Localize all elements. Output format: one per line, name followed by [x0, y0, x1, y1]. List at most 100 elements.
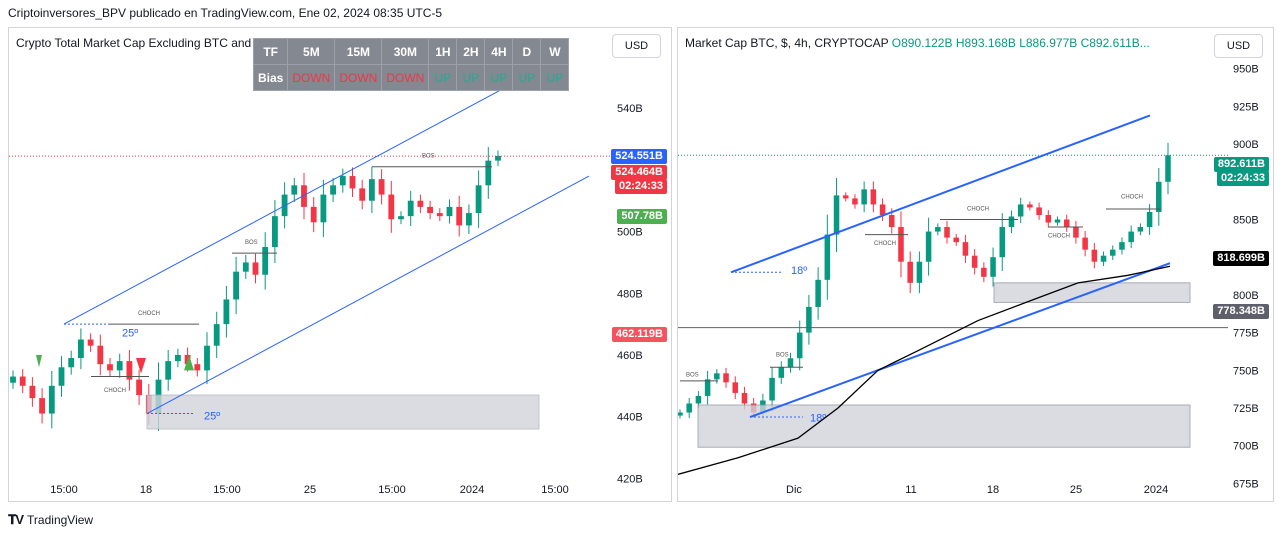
- right-bos-label-1: BOS: [686, 372, 699, 378]
- bias-value-3: UP: [428, 64, 458, 91]
- left-candle-body: [320, 194, 327, 223]
- left-candle-body: [485, 160, 492, 186]
- right-title-text: Market Cap BTC, $, 4h, CRYPTOCAP: [685, 36, 889, 50]
- right-candle-body: [971, 255, 978, 268]
- left-y-tick-3: 480B: [617, 288, 643, 300]
- bias-table: TF 5M 15M 30M 1H 2H 4H D W Bias DOWN DOWN DOWN UP UP U…: [252, 38, 570, 91]
- right-channel-upper: [730, 114, 1151, 274]
- right-candle-body: [1137, 227, 1144, 232]
- left-price-tag-low: 462.119B: [611, 327, 667, 342]
- left-choch-label-2: CHOCH: [138, 311, 160, 317]
- right-y-tick-5: 800B: [1233, 290, 1259, 302]
- left-x-tick-1: 18: [140, 484, 152, 496]
- right-angle-label-1: 18º: [791, 265, 807, 277]
- right-candle-body: [686, 403, 692, 413]
- right-candle-body: [778, 367, 785, 378]
- right-candle-body: [695, 395, 702, 404]
- left-candle-body: [68, 358, 75, 368]
- right-candle-body: [916, 261, 923, 283]
- right-choch-label-4: CHOCH: [1121, 194, 1143, 200]
- bias-value-5: UP: [484, 64, 514, 91]
- right-choch-label-1: CHOCH: [874, 241, 896, 247]
- right-candle-body: [1128, 231, 1134, 243]
- left-candle-body: [126, 361, 133, 380]
- left-candle-body: [301, 185, 307, 207]
- left-candle-body: [417, 200, 424, 207]
- right-candle-body: [852, 198, 858, 205]
- left-price-tag-support: 507.78B: [617, 209, 667, 224]
- right-candle-body: [704, 379, 711, 396]
- left-candle-body: [310, 206, 317, 223]
- left-choch-label-1: CHOCH: [104, 388, 126, 394]
- left-angle-label-1: 25º: [122, 327, 138, 339]
- right-candle-body: [1156, 181, 1162, 212]
- left-candle-body: [204, 345, 210, 371]
- left-bos-label-1: BOS: [245, 240, 258, 246]
- right-x-tick-3: 25: [1070, 484, 1082, 496]
- left-price-tag-last: 524.464B: [611, 165, 667, 180]
- left-candle-body: [242, 262, 249, 272]
- right-candle-body: [678, 412, 683, 416]
- left-candle-body: [39, 398, 46, 414]
- left-y-tick-1: 440B: [617, 412, 643, 424]
- right-bos-label-2: BOS: [776, 353, 789, 359]
- right-candle-body: [1063, 219, 1070, 228]
- left-chart-panel[interactable]: 420B440B460B480B500B520B540B560B15:00181…: [8, 27, 672, 502]
- right-candle-body: [1054, 219, 1061, 223]
- left-candle-body: [330, 185, 337, 195]
- left-candle-body: [10, 376, 16, 383]
- left-angle-label-2: 25º: [204, 411, 220, 423]
- publish-header: Criptoinversores_BPV publicado en Tradin…: [8, 6, 443, 20]
- right-zone-lower: [697, 404, 1191, 448]
- right-candle-body: [842, 195, 849, 199]
- left-candle-body: [456, 206, 463, 226]
- right-candle-body: [962, 242, 969, 256]
- left-candle-body: [262, 246, 269, 275]
- left-y-tick-6: 540B: [617, 103, 643, 115]
- right-y-tick-3: 750B: [1233, 365, 1259, 377]
- right-candle-body: [833, 195, 840, 235]
- right-candle-body: [1119, 242, 1125, 250]
- left-candle-body: [368, 179, 375, 201]
- left-x-tick-4: 15:00: [378, 484, 406, 496]
- right-price-tag-ma: 818.699B: [1213, 251, 1269, 266]
- left-candle-body: [446, 206, 453, 217]
- right-chart-canvas[interactable]: 675B700B725B750B775B800B825B850B875B900B…: [678, 28, 1275, 503]
- left-currency-button[interactable]: USD: [612, 34, 661, 58]
- left-candle-body: [165, 361, 172, 380]
- bias-value-2: DOWN: [381, 64, 430, 91]
- left-candle-body: [398, 216, 404, 220]
- right-candle-body: [925, 231, 932, 262]
- right-price-tag-line: 778.348B: [1213, 304, 1269, 319]
- right-moving-average: [678, 265, 1171, 475]
- left-channel-upper: [63, 86, 508, 325]
- bias-header-6: 4H: [484, 38, 514, 65]
- left-x-tick-5: 2024: [460, 484, 484, 496]
- right-candle-body: [732, 382, 739, 393]
- left-y-tick-4: 500B: [617, 227, 643, 239]
- right-x-tick-2: 18: [987, 484, 999, 496]
- right-chart-panel[interactable]: 675B700B725B750B775B800B825B850B875B900B…: [677, 27, 1274, 502]
- left-candle-body: [29, 385, 36, 399]
- right-candle-body: [861, 189, 867, 205]
- right-candle-body: [741, 392, 748, 404]
- right-candle-body: [990, 257, 996, 277]
- left-candle-body: [223, 299, 230, 325]
- right-candle-body: [1045, 214, 1052, 223]
- left-y-tick-2: 460B: [617, 350, 643, 362]
- right-candle-body: [796, 332, 803, 359]
- bias-value-6: UP: [512, 64, 542, 91]
- right-candle-body: [815, 279, 821, 307]
- right-ohlc-readout: O890.122B H893.168B L886.977B C892.611B.…: [891, 36, 1150, 50]
- right-candle-body: [714, 373, 720, 380]
- left-chart-canvas[interactable]: 420B440B460B480B500B520B540B560B15:00181…: [9, 28, 673, 503]
- right-candle-body: [944, 227, 950, 238]
- left-bos-label-2: BOS: [422, 154, 435, 160]
- left-x-tick-6: 15:00: [541, 484, 569, 496]
- right-currency-button[interactable]: USD: [1214, 34, 1263, 58]
- left-countdown-tag: 02:24:33: [614, 179, 667, 194]
- left-candle-body: [97, 345, 104, 365]
- left-channel-lower: [146, 175, 590, 414]
- tradingview-logo-icon: 𝐓V: [8, 512, 24, 527]
- right-y-tick-9: 900B: [1233, 139, 1259, 151]
